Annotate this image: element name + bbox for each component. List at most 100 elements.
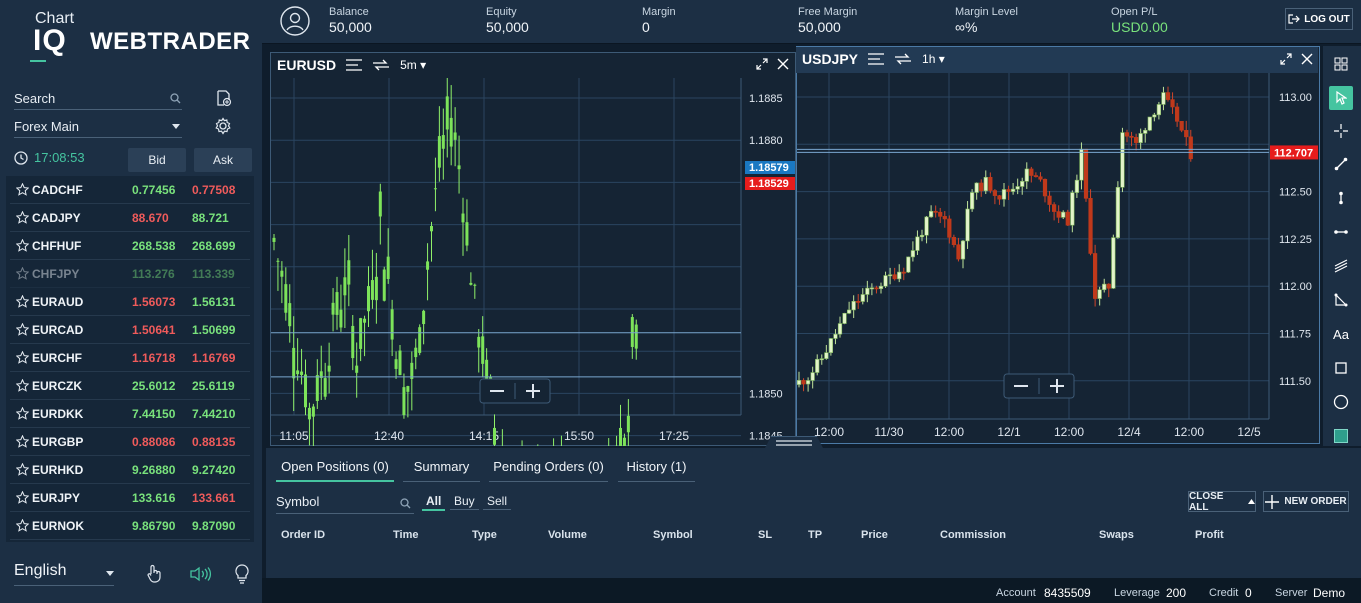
col-order-id[interactable]: Order ID [281, 529, 326, 541]
quote-ask[interactable]: 1.50699 [192, 322, 236, 337]
quote-ask[interactable]: 88.721 [192, 210, 229, 225]
add-symbol-icon[interactable] [212, 87, 234, 109]
quote-row[interactable]: EURJPY 133.616 133.661 [10, 484, 250, 512]
quote-ask[interactable]: 133.661 [192, 490, 236, 505]
new-order-button[interactable]: NEW ORDER [1263, 491, 1349, 512]
quote-bid[interactable]: 9.26880 [132, 462, 176, 477]
filter-all[interactable]: All [422, 493, 446, 511]
user-avatar-icon[interactable] [280, 6, 310, 41]
chart-symbol-eurusd[interactable]: EURUSD [277, 57, 337, 73]
star-icon[interactable] [16, 239, 29, 252]
vertical-line-icon[interactable] [1329, 186, 1353, 210]
ellipse-icon[interactable] [1329, 390, 1353, 414]
col-profit[interactable]: Profit [1195, 529, 1224, 541]
star-icon[interactable] [16, 211, 29, 224]
star-icon[interactable] [16, 295, 29, 308]
quote-ask[interactable]: 7.44210 [192, 406, 236, 421]
crosshair-icon[interactable] [1329, 119, 1353, 143]
lightbulb-icon[interactable] [231, 563, 253, 585]
close-icon[interactable] [1301, 53, 1313, 65]
quote-bid[interactable]: 113.276 [132, 266, 175, 281]
language-select[interactable]: English [14, 562, 114, 586]
quote-row[interactable]: CADJPY 88.670 88.721 [10, 204, 250, 232]
order-symbol-filter-input[interactable]: Symbol [276, 492, 414, 514]
tab-open-positions[interactable]: Open Positions (0) [276, 456, 394, 482]
quote-row[interactable]: EURCZK 25.6012 25.6119 [10, 372, 250, 400]
star-icon[interactable] [16, 463, 29, 476]
col-volume[interactable]: Volume [548, 529, 587, 541]
col-swaps[interactable]: Swaps [1099, 529, 1134, 541]
tab-summary[interactable]: Summary [403, 456, 480, 482]
col-commission[interactable]: Commission [940, 529, 1007, 541]
quote-ask[interactable]: 1.56131 [192, 294, 236, 309]
star-icon[interactable] [16, 323, 29, 336]
tab-history[interactable]: History (1) [618, 456, 695, 482]
quote-row[interactable]: EURCHF 1.16718 1.16769 [10, 344, 250, 372]
col-sl[interactable]: SL [758, 529, 773, 541]
quote-bid[interactable]: 1.16718 [132, 350, 176, 365]
filter-sell[interactable]: Sell [483, 493, 512, 510]
col-tp[interactable]: TP [808, 529, 823, 541]
quote-ask[interactable]: 0.88135 [192, 434, 236, 449]
quote-bid[interactable]: 1.50641 [132, 322, 176, 337]
bid-column-header[interactable]: Bid [128, 148, 186, 172]
quote-ask[interactable]: 113.339 [192, 266, 235, 281]
one-click-trading-icon[interactable] [143, 563, 165, 585]
pointer-tool-icon[interactable] [1329, 86, 1353, 110]
trendline-icon[interactable] [1329, 152, 1353, 176]
quote-bid[interactable]: 25.6012 [132, 378, 176, 393]
study-menu-icon[interactable] [868, 53, 885, 65]
eurusd-chart-area[interactable]: 1.18851.18801.18501.18451.18401.18351.18… [271, 78, 795, 446]
quote-bid[interactable]: 7.44150 [132, 406, 176, 421]
quote-bid[interactable]: 88.670 [132, 210, 169, 225]
quote-row[interactable]: EURNOK 9.86790 9.87090 [10, 512, 250, 540]
col-time[interactable]: Time [393, 529, 419, 541]
fibonacci-icon[interactable] [1329, 288, 1353, 312]
interval-select-usdjpy[interactable]: 1h ▾ [922, 52, 945, 66]
layout-grid-icon[interactable] [1329, 52, 1353, 76]
usdjpy-chart-area[interactable]: 113.00 112.50 112.25 112.00 111.75 111.50 12:0… [797, 73, 1319, 443]
logout-button[interactable]: LOG OUT [1285, 8, 1353, 30]
quote-row[interactable]: CHFHUF 268.538 268.699 [10, 232, 250, 260]
quote-bid[interactable]: 0.88086 [132, 434, 176, 449]
symbol-search-input[interactable]: Search [14, 88, 182, 110]
quote-row[interactable]: EURAUD 1.56073 1.56131 [10, 288, 250, 316]
star-icon[interactable] [16, 519, 29, 532]
color-swatch-icon[interactable] [1329, 424, 1353, 448]
close-icon[interactable] [777, 58, 789, 70]
rectangle-icon[interactable] [1329, 356, 1353, 380]
quote-bid[interactable]: 0.77456 [132, 182, 176, 197]
quote-row[interactable]: EURCAD 1.50641 1.50699 [10, 316, 250, 344]
drag-handle-icon[interactable] [776, 439, 812, 447]
star-icon[interactable] [16, 183, 29, 196]
quote-bid[interactable]: 133.616 [132, 490, 176, 505]
quote-row[interactable]: CHFJPY 113.276 113.339 [10, 260, 250, 288]
quote-bid[interactable]: 9.86790 [132, 518, 176, 533]
quote-ask[interactable]: 25.6119 [192, 378, 235, 393]
zoom-in-icon[interactable] [1050, 379, 1064, 393]
quote-bid[interactable]: 1.56073 [132, 294, 176, 309]
close-all-button[interactable]: CLOSE ALL [1188, 491, 1256, 513]
quote-row[interactable]: EURHKD 9.26880 9.27420 [10, 456, 250, 484]
quote-ask[interactable]: 268.699 [192, 238, 236, 253]
quote-ask[interactable]: 1.16769 [192, 350, 236, 365]
star-icon[interactable] [16, 267, 29, 280]
tab-pending-orders[interactable]: Pending Orders (0) [489, 456, 608, 482]
compare-icon[interactable] [894, 53, 912, 65]
star-icon[interactable] [16, 407, 29, 420]
star-icon[interactable] [16, 351, 29, 364]
col-symbol[interactable]: Symbol [653, 529, 693, 541]
sound-icon[interactable] [188, 563, 214, 585]
star-icon[interactable] [16, 435, 29, 448]
interval-select-eurusd[interactable]: 5m ▾ [400, 58, 427, 72]
col-type[interactable]: Type [472, 529, 497, 541]
star-icon[interactable] [16, 379, 29, 392]
star-icon[interactable] [16, 491, 29, 504]
zoom-in-icon[interactable] [526, 384, 540, 398]
quote-row[interactable]: EURDKK 7.44150 7.44210 [10, 400, 250, 428]
expand-icon[interactable] [756, 58, 768, 70]
horizontal-line-icon[interactable] [1329, 220, 1353, 244]
col-price[interactable]: Price [861, 529, 888, 541]
gear-icon[interactable] [212, 115, 234, 137]
quote-ask[interactable]: 0.77508 [192, 182, 236, 197]
